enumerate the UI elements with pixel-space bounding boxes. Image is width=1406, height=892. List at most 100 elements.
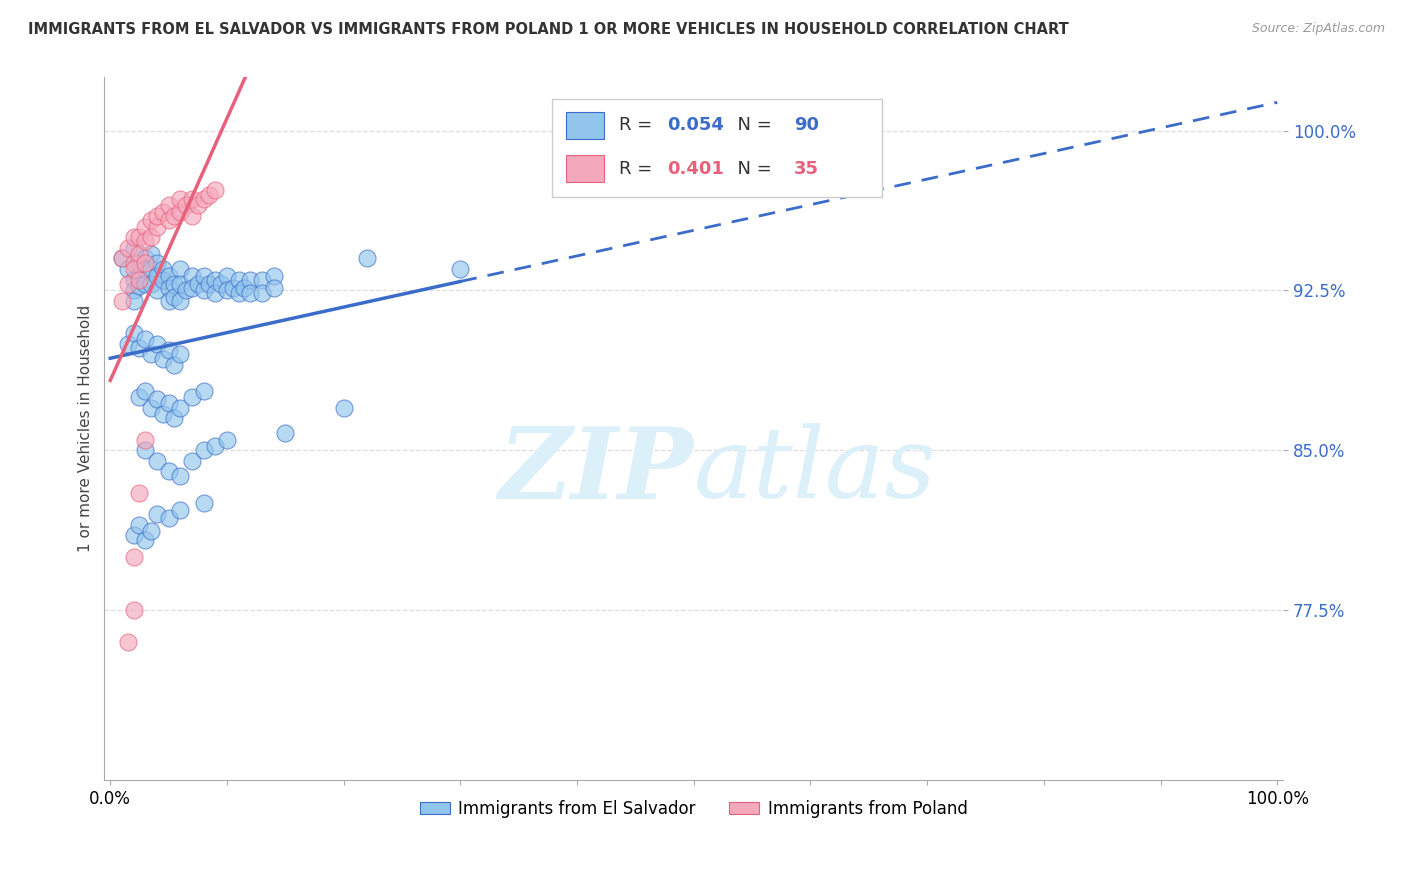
Point — [134, 235, 156, 249]
FancyBboxPatch shape — [553, 98, 883, 197]
Point — [152, 204, 174, 219]
Point — [204, 183, 226, 197]
Point — [139, 262, 162, 277]
Point — [180, 192, 202, 206]
Point — [157, 294, 180, 309]
Point — [146, 256, 169, 270]
Point — [239, 285, 262, 300]
Point — [146, 336, 169, 351]
Point — [152, 262, 174, 277]
Point — [122, 326, 145, 340]
Point — [139, 277, 162, 291]
Point — [163, 290, 186, 304]
Point — [228, 273, 250, 287]
Point — [228, 285, 250, 300]
Point — [163, 411, 186, 425]
Point — [263, 281, 285, 295]
Point — [122, 241, 145, 255]
Text: 0.054: 0.054 — [666, 116, 724, 134]
Text: atlas: atlas — [693, 424, 936, 518]
Text: R =: R = — [620, 160, 658, 178]
Point — [117, 241, 139, 255]
Point — [250, 273, 273, 287]
Point — [157, 511, 180, 525]
Point — [193, 443, 215, 458]
Point — [134, 433, 156, 447]
Point — [117, 336, 139, 351]
Point — [128, 247, 150, 261]
Y-axis label: 1 or more Vehicles in Household: 1 or more Vehicles in Household — [79, 305, 93, 552]
Point — [146, 268, 169, 283]
Legend: Immigrants from El Salvador, Immigrants from Poland: Immigrants from El Salvador, Immigrants … — [413, 793, 974, 825]
Point — [128, 273, 150, 287]
Point — [139, 247, 162, 261]
Point — [139, 347, 162, 361]
Point — [146, 454, 169, 468]
Text: ZIP: ZIP — [499, 423, 693, 519]
Point — [134, 333, 156, 347]
Point — [215, 268, 238, 283]
Text: Source: ZipAtlas.com: Source: ZipAtlas.com — [1251, 22, 1385, 36]
Point — [174, 284, 197, 298]
Point — [222, 281, 245, 295]
Point — [250, 285, 273, 300]
Point — [134, 262, 156, 277]
Point — [163, 209, 186, 223]
Point — [157, 396, 180, 410]
Point — [122, 603, 145, 617]
Point — [139, 213, 162, 227]
Point — [169, 294, 191, 309]
Point — [169, 401, 191, 415]
Point — [146, 219, 169, 234]
Point — [111, 294, 134, 309]
Point — [134, 219, 156, 234]
Text: 35: 35 — [794, 160, 818, 178]
Point — [152, 407, 174, 421]
Point — [193, 384, 215, 398]
Text: R =: R = — [620, 116, 658, 134]
Point — [128, 279, 150, 293]
Point — [180, 209, 202, 223]
Point — [146, 209, 169, 223]
Point — [128, 390, 150, 404]
Point — [209, 277, 232, 291]
Text: N =: N = — [725, 160, 778, 178]
Point — [122, 528, 145, 542]
Point — [180, 390, 202, 404]
Point — [193, 192, 215, 206]
Point — [198, 187, 221, 202]
Point — [204, 285, 226, 300]
Point — [169, 503, 191, 517]
FancyBboxPatch shape — [567, 112, 605, 138]
Point — [180, 281, 202, 295]
Point — [332, 401, 354, 415]
Point — [128, 230, 150, 244]
Point — [134, 256, 156, 270]
Point — [163, 277, 186, 291]
Point — [152, 351, 174, 366]
Text: N =: N = — [725, 116, 778, 134]
Point — [128, 341, 150, 355]
Point — [169, 468, 191, 483]
Point — [134, 277, 156, 291]
Text: IMMIGRANTS FROM EL SALVADOR VS IMMIGRANTS FROM POLAND 1 OR MORE VEHICLES IN HOUS: IMMIGRANTS FROM EL SALVADOR VS IMMIGRANT… — [28, 22, 1069, 37]
Point — [215, 284, 238, 298]
Point — [204, 273, 226, 287]
Point — [139, 230, 162, 244]
Point — [122, 549, 145, 564]
Point — [163, 358, 186, 372]
Text: 0.401: 0.401 — [666, 160, 724, 178]
Point — [122, 294, 145, 309]
Point — [193, 496, 215, 510]
Point — [134, 384, 156, 398]
Point — [174, 198, 197, 212]
Point — [122, 262, 145, 277]
Point — [204, 439, 226, 453]
Point — [180, 268, 202, 283]
Point — [128, 485, 150, 500]
Point — [274, 426, 297, 441]
Point — [157, 343, 180, 357]
Point — [111, 252, 134, 266]
Point — [169, 204, 191, 219]
Point — [157, 198, 180, 212]
